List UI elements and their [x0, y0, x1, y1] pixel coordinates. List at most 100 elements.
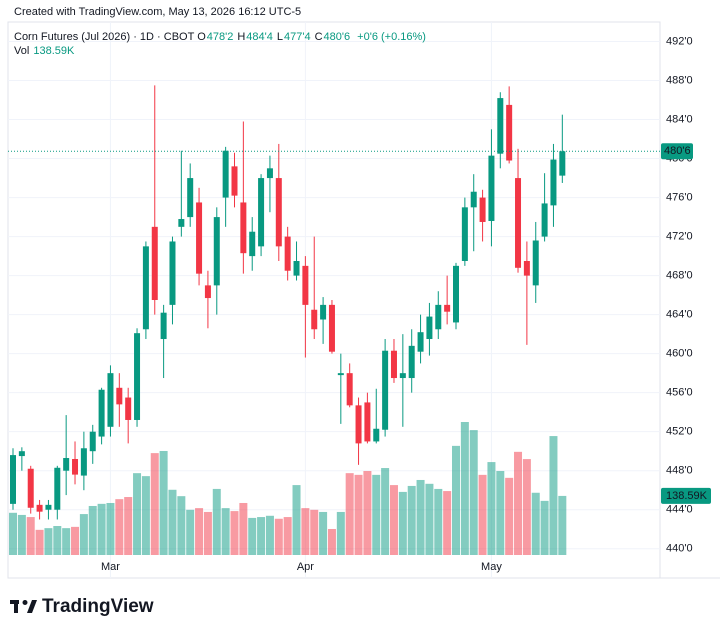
- candle-body: [408, 345, 415, 379]
- candle-body: [320, 304, 327, 320]
- candle-body: [346, 373, 353, 406]
- volume-bar: [212, 488, 221, 555]
- x-tick-label: Apr: [297, 561, 314, 573]
- volume-bar: [230, 511, 239, 555]
- candle-body: [355, 405, 362, 444]
- volume-bar: [221, 508, 230, 555]
- candle-body: [258, 178, 265, 247]
- candle-body: [231, 166, 238, 196]
- y-tick-label: 464'0: [666, 309, 693, 321]
- y-tick-label: 472'0: [666, 231, 693, 243]
- y-tick-label: 448'0: [666, 465, 693, 477]
- candle-body: [382, 350, 389, 430]
- candle-body: [142, 246, 149, 330]
- legend-row: Corn Futures (Jul 2026) · 1D · CBOT O478…: [14, 31, 430, 43]
- candle-body: [187, 178, 194, 218]
- candle-body: [125, 397, 132, 420]
- legend-key: C: [314, 31, 323, 43]
- volume-bar: [26, 517, 35, 555]
- volume-bar: [549, 436, 558, 555]
- y-tick-label: 476'0: [666, 191, 693, 203]
- volume-legend: Vol 138.59K: [14, 45, 78, 57]
- volume-bar: [159, 450, 168, 555]
- volume-bar: [168, 489, 177, 555]
- header: Created with TradingView.com, May 13, 20…: [14, 6, 301, 18]
- candle-body: [178, 219, 185, 227]
- candle-body: [204, 285, 211, 299]
- legend-key: H: [237, 31, 246, 43]
- y-tick-label: 492'0: [666, 35, 693, 47]
- candle-body: [36, 504, 43, 512]
- candle-body: [453, 265, 459, 323]
- symbol: Corn Futures (Jul 2026) · 1D · CBOT: [14, 31, 195, 43]
- volume-bar: [62, 528, 71, 555]
- candle-body: [249, 231, 256, 257]
- volume-bar: [17, 514, 26, 555]
- candle-body: [169, 241, 176, 305]
- price-badge-label: 480'6: [664, 145, 691, 157]
- volume-bar: [398, 491, 407, 555]
- candle-body: [89, 431, 96, 452]
- candle-body: [470, 191, 477, 208]
- legend-value: 477'4: [284, 31, 311, 43]
- candle-body: [302, 265, 309, 305]
- volume-bar: [363, 471, 372, 555]
- logo: TradingView: [10, 596, 154, 617]
- volume-bar: [257, 517, 266, 555]
- candle-body: [240, 202, 247, 254]
- volume-bar: [124, 497, 133, 555]
- y-tick-label: 452'0: [666, 426, 693, 438]
- y-tick-label: 488'0: [666, 74, 693, 86]
- volume-bar: [558, 495, 567, 555]
- x-tick-label: Mar: [101, 561, 120, 573]
- logo-text: TradingView: [42, 596, 154, 617]
- candle-body: [151, 226, 158, 300]
- volume-bar: [141, 476, 150, 555]
- y-tick-label: 468'0: [666, 270, 693, 282]
- volume-bar: [452, 445, 460, 555]
- volume-bar: [265, 515, 274, 555]
- volume-bar: [531, 492, 540, 555]
- candle-body: [27, 468, 34, 508]
- candle-body: [311, 309, 318, 330]
- candle-body: [373, 428, 380, 442]
- volume-bar: [79, 514, 88, 555]
- price-badge: [661, 143, 693, 160]
- volume-bar: [283, 517, 292, 555]
- volume-bar: [310, 509, 319, 555]
- candle-body: [390, 350, 397, 379]
- y-tick-label: 456'0: [666, 387, 693, 399]
- change: +0'6 (+0.16%): [357, 31, 426, 43]
- candle-body: [275, 178, 282, 247]
- volume-bar: [336, 511, 345, 555]
- candle-body: [160, 312, 167, 340]
- legend-value: 478'2: [206, 31, 234, 43]
- y-tick-label: 460'0: [666, 348, 693, 360]
- candle-body: [134, 333, 141, 420]
- volume-bar: [115, 499, 124, 555]
- volume-bar: [292, 485, 301, 555]
- volume-bar: [487, 462, 496, 555]
- candle-body: [532, 240, 539, 286]
- candle-body: [328, 304, 335, 352]
- candle-body: [488, 155, 495, 221]
- ohlc: O478'2 H484'4 L477'4 C480'6: [197, 31, 354, 43]
- candle-body: [54, 467, 61, 510]
- volume-bar: [443, 491, 452, 555]
- candle-body: [550, 159, 557, 206]
- candle-body: [72, 458, 79, 475]
- volume-bar: [301, 508, 310, 555]
- volume-bar: [319, 511, 328, 555]
- y-tick-label: 440'0: [666, 543, 693, 555]
- candle-body: [63, 458, 70, 471]
- volume-bar: [97, 503, 106, 555]
- volume-bar: [35, 529, 44, 555]
- volume-bar: [88, 505, 97, 555]
- legend-key: L: [276, 31, 283, 43]
- candle-body: [515, 178, 522, 268]
- candle-body: [196, 202, 203, 274]
- legend-value: 480'6: [323, 31, 351, 43]
- candle-body: [497, 98, 504, 154]
- candle-body: [399, 373, 406, 379]
